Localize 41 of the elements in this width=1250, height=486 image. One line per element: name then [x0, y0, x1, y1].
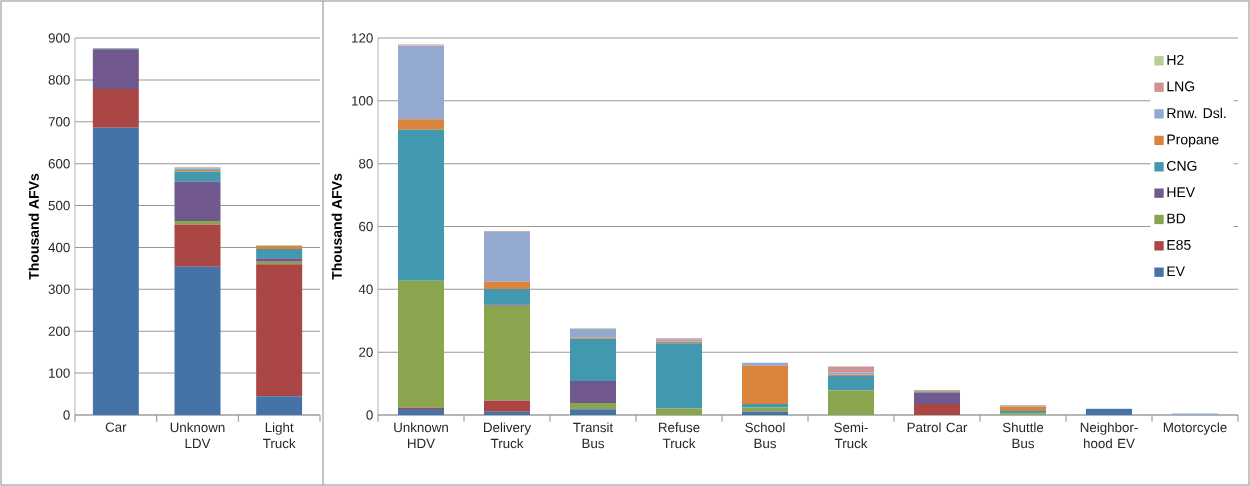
legend-label: CNG — [1167, 160, 1197, 171]
y-tick-label: 100 — [49, 368, 70, 378]
x-tick-label: School Bus — [745, 422, 785, 449]
y-tick-label: 200 — [48, 326, 70, 336]
legend-label: Propane — [1167, 134, 1219, 148]
legend-label: LNG — [1167, 81, 1195, 92]
y-tick-label: 100 — [352, 96, 373, 106]
x-tick-label: Semi-Truck — [834, 422, 868, 449]
y-tick-label: 120 — [352, 33, 373, 43]
legend-label: HEV — [1167, 187, 1196, 197]
x-tick-label: Unknown LDV — [170, 422, 225, 449]
y-tick-label: 80 — [359, 158, 373, 169]
x-tick-label: Patrol Car — [907, 422, 968, 433]
y-tick-label: 400 — [48, 242, 70, 253]
x-tick-label: Light Truck — [263, 422, 296, 449]
y-tick-label: 60 — [359, 221, 373, 232]
x-tick-label: Car — [105, 422, 127, 432]
x-tick-label: Transit Bus — [573, 422, 614, 449]
x-tick-label: Shuttle Bus — [1002, 422, 1044, 449]
legend-label: EV — [1167, 266, 1185, 277]
y-tick-label: 800 — [48, 75, 70, 85]
legend-label: H2 — [1167, 54, 1184, 65]
x-tick-label: Motorcycle — [1163, 422, 1227, 435]
y-axis-title: Thousand AFVs — [331, 173, 342, 280]
y-tick-label: 0 — [63, 410, 70, 420]
legend-label: E85 — [1167, 239, 1191, 250]
x-tick-label: Neighbor-hood EV — [1080, 422, 1138, 449]
legend-label: Rnw. Dsl. — [1167, 107, 1226, 119]
y-axis-title: Thousand AFVs — [28, 173, 39, 280]
x-tick-label: Delivery Truck — [484, 422, 532, 449]
y-tick-label: 300 — [48, 284, 70, 295]
y-tick-label: 40 — [358, 284, 373, 295]
y-tick-label: 500 — [48, 200, 70, 211]
x-tick-label: Refuse Truck — [658, 422, 700, 449]
y-tick-label: 20 — [359, 347, 373, 357]
y-tick-label: 700 — [48, 117, 70, 127]
y-tick-label: 0 — [366, 410, 373, 420]
y-tick-label: 600 — [48, 158, 70, 169]
legend-label: BD — [1167, 213, 1186, 224]
y-tick-label: 900 — [48, 33, 70, 43]
x-tick-label: Unknown HDV — [394, 422, 448, 449]
